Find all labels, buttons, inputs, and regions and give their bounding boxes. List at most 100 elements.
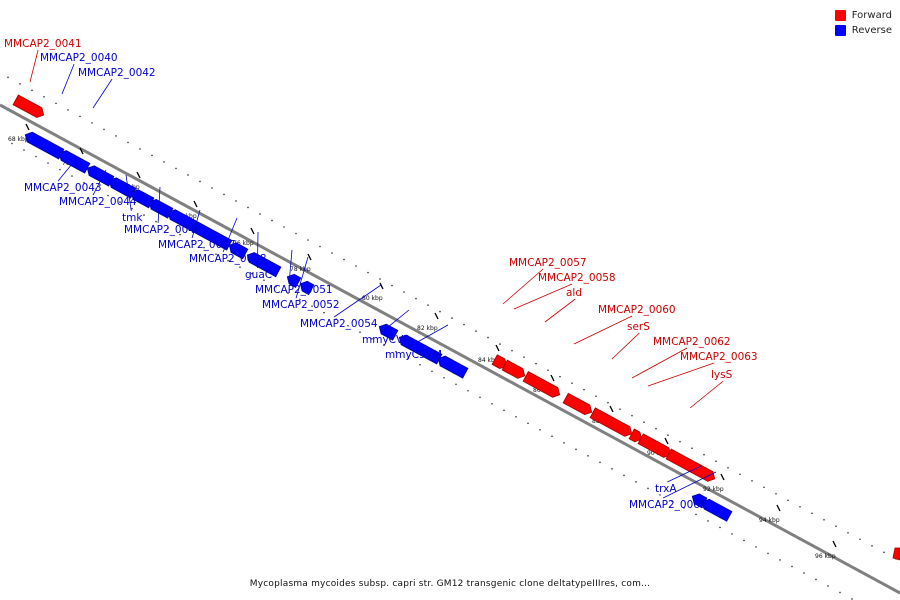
track-dot: [19, 83, 21, 85]
gene-feature-mmcap2_0060[interactable]: [562, 392, 593, 416]
track-dot: [235, 200, 237, 202]
track-dot: [599, 461, 601, 464]
legend: Forward Reverse: [834, 8, 892, 38]
track-dot: [827, 585, 829, 587]
track-dot: [755, 546, 757, 548]
track-dot: [319, 245, 321, 248]
gene-feature-mmcap2_0041[interactable]: [12, 94, 45, 118]
track-dot: [811, 512, 813, 515]
gene-feature-sers[interactable]: [589, 407, 633, 437]
track-dot: [631, 414, 633, 417]
track-dot: [575, 448, 577, 451]
track-dot: [47, 162, 49, 164]
scale-tick-label: 96 kbp: [815, 553, 836, 560]
gene-feature-mmyc5vm[interactable]: [437, 355, 469, 379]
track-dot: [175, 167, 177, 170]
track-dot: [199, 180, 201, 183]
scale-tick: [776, 504, 781, 512]
track-dot: [535, 362, 537, 365]
track-dot: [511, 349, 513, 352]
track-dot: [215, 253, 217, 255]
track-dot: [379, 278, 381, 280]
track-dot: [347, 324, 349, 327]
gene-feature-mmcap2_0066[interactable]: [701, 498, 733, 522]
track-dot: [559, 375, 561, 378]
label-leaders: [29, 49, 724, 499]
label-leader: [502, 268, 544, 305]
track-dot: [611, 468, 613, 470]
track-dot: [119, 201, 121, 203]
track-dot: [295, 232, 297, 235]
forward-swatch: [834, 10, 846, 21]
scale-tick-label: 94 kbp: [759, 517, 780, 524]
track-dot: [355, 265, 357, 267]
track-dot: [283, 226, 285, 228]
track-dot: [647, 487, 649, 490]
track-dot: [427, 304, 429, 306]
track-dot: [179, 233, 181, 236]
track-dot: [659, 494, 661, 496]
track-dot: [131, 207, 133, 210]
gene-label-mmcap2_0051: MMCAP2_0051: [255, 284, 333, 296]
track-dot: [91, 122, 93, 124]
track-dot: [403, 291, 405, 293]
gene-feature-mmcap2_0042[interactable]: [58, 150, 91, 174]
label-leader: [191, 209, 201, 239]
track-dot: [167, 227, 169, 229]
label-leader: [29, 49, 39, 83]
gene-feature-mmcap2_0058[interactable]: [501, 359, 526, 379]
track-dot: [239, 266, 241, 268]
label-leader: [667, 465, 702, 483]
track-dot: [607, 401, 609, 404]
track-dot: [815, 578, 817, 581]
track-dot: [683, 507, 685, 509]
gene-label-mmycvr: mmyCVR: [362, 334, 410, 346]
scale-tick-label: 80 kbp: [362, 295, 383, 302]
gene-feature-lyss[interactable]: [665, 448, 716, 482]
label-leader: [647, 362, 715, 387]
gene-label-ald: ald: [566, 287, 582, 299]
scale-tick: [25, 123, 30, 131]
track-dot: [703, 453, 705, 456]
label-leader: [288, 249, 293, 284]
track-dot: [679, 440, 681, 443]
gene-feature-mmcap2_0062[interactable]: [628, 428, 643, 443]
track-dot: [139, 148, 141, 150]
gene-feature-mmcap2_0048[interactable]: [228, 242, 249, 260]
gene-label-mmcap2_0054: MMCAP2_0054: [300, 318, 378, 330]
track-dot: [59, 168, 61, 171]
label-leader: [295, 256, 309, 299]
gene-feature-mmcap2_0052[interactable]: [299, 280, 315, 296]
track-dot: [847, 532, 849, 534]
scale-tick: [609, 405, 614, 413]
gene-feature-guac[interactable]: [246, 252, 282, 278]
gene-label-mmcap2_0052: MMCAP2_0052: [262, 299, 340, 311]
track-dot: [883, 551, 885, 554]
scale-tick-label: 76 kbp: [233, 240, 254, 247]
scale-tick-label: 84 kbp: [478, 357, 499, 364]
track-dot: [835, 525, 837, 528]
track-dot: [263, 279, 265, 281]
label-leader: [611, 332, 640, 360]
track-dot: [259, 213, 261, 215]
track-dot: [803, 572, 805, 574]
track-dot: [587, 455, 589, 457]
track-dot: [211, 187, 213, 189]
track-dot: [763, 486, 765, 489]
scale-tick: [307, 253, 312, 261]
gene-label-mmcap2_0058: MMCAP2_0058: [538, 272, 616, 284]
genome-backbone: [0, 103, 900, 595]
gene-label-lyss: lysS: [711, 369, 733, 381]
label-leader: [57, 163, 73, 182]
gene-label-mmcap2_0062: MMCAP2_0062: [653, 336, 731, 348]
track-dot: [371, 337, 373, 340]
scale-tick: [495, 344, 500, 352]
track-dot: [463, 323, 465, 326]
gene-feature-ald[interactable]: [522, 371, 561, 398]
track-dot: [479, 396, 481, 399]
track-dot: [155, 220, 157, 223]
label-leader: [662, 471, 717, 499]
track-dot: [799, 505, 801, 508]
gene-label-sers: serS: [627, 321, 650, 333]
